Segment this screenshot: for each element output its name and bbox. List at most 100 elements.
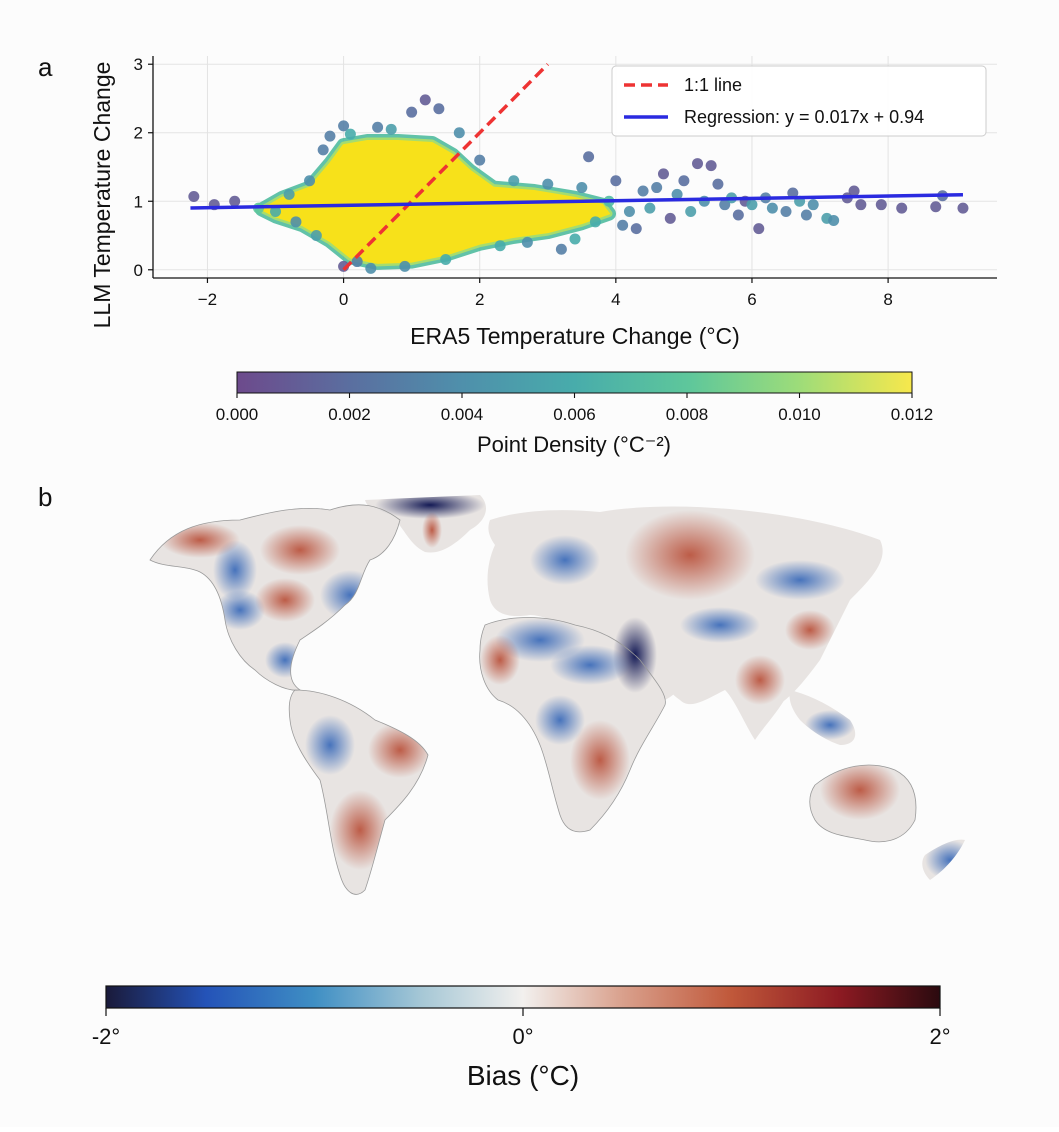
scatter-point — [576, 182, 588, 194]
scatter-point — [630, 223, 642, 235]
legend-box — [611, 65, 987, 137]
bias-tick-label-zero: 0° — [512, 1024, 533, 1049]
x-tick-label: 2 — [475, 290, 484, 309]
bias-blob — [755, 560, 845, 600]
scatter-point — [848, 185, 860, 197]
density-colorbar-gradient — [236, 371, 913, 394]
scatter-point — [542, 178, 554, 190]
scatter-point — [712, 178, 724, 190]
regression-line — [190, 193, 963, 210]
scatter-point — [385, 123, 397, 135]
x-tick-label: 6 — [747, 290, 756, 309]
y-tick-label: 3 — [134, 55, 143, 74]
scatter-point — [637, 185, 649, 197]
bias-blob — [305, 715, 355, 775]
axes — [152, 56, 997, 279]
bias-blob — [368, 722, 432, 778]
legend-label-regression: Regression: y = 0.017x + 0.94 — [684, 107, 924, 127]
bias-blob — [735, 655, 785, 705]
scatter-point — [372, 121, 384, 133]
bias-blob — [265, 642, 305, 678]
bias-blob — [820, 760, 900, 820]
scatter-point — [433, 103, 445, 115]
scatter-point — [657, 168, 669, 180]
scatter-point — [419, 94, 431, 106]
scatter-point — [440, 254, 452, 265]
scatter-point — [508, 175, 520, 187]
scatter-point — [583, 151, 595, 163]
bias-blob — [805, 710, 855, 740]
scatter-point — [957, 202, 969, 214]
bias-blob — [925, 840, 965, 880]
scatter-point — [780, 206, 792, 218]
x-tick-label: −2 — [198, 290, 217, 309]
density-tick-label: 0.010 — [778, 405, 821, 424]
scatter-point — [610, 175, 622, 187]
bias-blob — [625, 510, 755, 600]
scatter-point — [671, 188, 683, 200]
scatter-point — [705, 160, 717, 172]
scatter-point — [800, 209, 812, 221]
bias-blob — [213, 540, 257, 600]
bias-colorbar-title: Bias (°C) — [467, 1060, 579, 1091]
scatter-point — [644, 202, 656, 214]
dense-cluster — [254, 134, 616, 270]
bias-blob — [570, 720, 630, 800]
scatter-point — [623, 206, 635, 218]
scatter-point — [766, 202, 778, 214]
density-colorbar-title: Point Density (°C⁻²) — [477, 432, 671, 457]
scatter-point — [494, 240, 506, 252]
bias-blob — [160, 522, 240, 558]
x-tick-label: 8 — [883, 290, 892, 309]
scatter-point — [338, 120, 350, 132]
density-tick-label: 0.002 — [328, 405, 371, 424]
legend: 1:1 line Regression: y = 0.017x + 0.94 — [611, 65, 987, 137]
scatter-point — [521, 236, 533, 248]
bias-blob — [785, 610, 835, 650]
bias-blob — [550, 645, 630, 685]
bias-colorbar-gradient — [105, 985, 941, 1009]
scatter-point — [855, 199, 867, 211]
y-tick-label: 0 — [134, 261, 143, 280]
scatter-point — [310, 230, 322, 242]
scatter-point — [283, 188, 295, 200]
scatter-point — [229, 195, 241, 207]
scatter-point — [787, 187, 799, 199]
density-tick-label: 0.008 — [666, 405, 709, 424]
scatter-point — [555, 243, 567, 255]
panel-a-label: a — [38, 52, 53, 82]
scatter-point — [732, 209, 744, 221]
scatter-point — [651, 182, 663, 194]
scatter-point — [692, 158, 704, 170]
x-tick-label: 4 — [611, 290, 620, 309]
bias-blob — [530, 535, 600, 585]
reference-lines — [190, 62, 963, 272]
scatter-plot: −2 0 2 4 6 8 0 1 2 3 — [134, 55, 997, 309]
bias-tick-label-min: -2° — [92, 1024, 120, 1049]
scatter-point — [324, 130, 336, 142]
scatter-point — [678, 175, 690, 187]
scatter-point — [685, 206, 697, 218]
scatter-point — [930, 201, 942, 213]
scatter-point — [589, 216, 601, 228]
panel-b-label: b — [38, 482, 52, 512]
density-tick-label: 0.012 — [891, 405, 934, 424]
legend-label-identity: 1:1 line — [684, 75, 742, 95]
y-tick-label: 1 — [134, 192, 143, 211]
density-colorbar: 0.000 0.002 0.004 0.006 0.008 0.010 0.012 Poin… — [216, 371, 934, 457]
bias-colorbar: -2° 0° 2° Bias (°C) — [92, 985, 951, 1091]
bias-blob — [680, 607, 760, 643]
scatter-point — [664, 212, 676, 224]
bias-blob — [255, 578, 315, 622]
scatter-point — [807, 199, 819, 211]
scatter-point — [896, 202, 908, 214]
bias-blob — [480, 635, 520, 685]
scatter-point — [304, 175, 316, 187]
scatter-point — [290, 216, 302, 228]
scatter-point — [399, 260, 411, 272]
tick-labels: −2 0 2 4 6 8 0 1 2 3 — [134, 55, 893, 309]
y-axis-title: LLM Temperature Change — [89, 62, 115, 329]
density-tick-label: 0.000 — [216, 405, 259, 424]
